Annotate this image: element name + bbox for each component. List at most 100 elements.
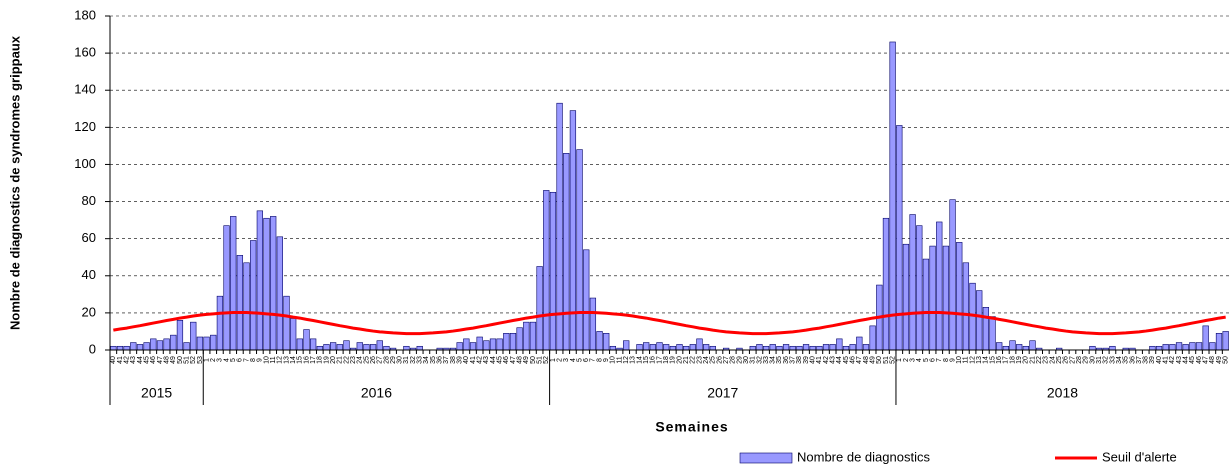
x-tick-label: 51 (183, 356, 190, 364)
x-tick-label: 37 (1136, 356, 1143, 364)
bar (1022, 345, 1029, 351)
x-tick-label: 41 (1163, 356, 1170, 364)
x-tick-label: 48 (863, 356, 870, 364)
bar (110, 345, 117, 351)
y-tick-label: 180 (74, 7, 96, 22)
x-tick-label: 12 (277, 356, 284, 364)
bar (536, 266, 543, 351)
x-tick-label: 26 (370, 356, 377, 364)
x-tick-label: 4 (916, 358, 923, 362)
y-tick-label: 40 (82, 267, 96, 282)
x-tick-label: 2 (210, 358, 217, 362)
x-tick-label: 40 (1156, 356, 1163, 364)
x-tick-label: 38 (796, 356, 803, 364)
bar (130, 342, 137, 351)
bar (1189, 342, 1196, 351)
bar (942, 245, 950, 351)
x-tick-label: 46 (150, 356, 157, 364)
x-tick-label: 27 (723, 356, 730, 364)
x-tick-label: 53 (197, 356, 204, 364)
x-tick-label: 10 (263, 356, 270, 364)
bar (589, 297, 597, 351)
bar (1162, 344, 1169, 351)
x-tick-label: 12 (623, 356, 630, 364)
bar (683, 345, 690, 351)
bar (1155, 345, 1163, 351)
x-tick-label: 3 (217, 358, 224, 362)
x-tick-label: 45 (1189, 356, 1196, 364)
x-tick-label: 14 (983, 356, 990, 364)
bar (283, 295, 290, 351)
x-tick-label: 37 (443, 356, 450, 364)
x-tick-label: 25 (710, 356, 717, 364)
x-tick-label: 24 (357, 356, 364, 364)
x-tick-label: 5 (923, 358, 930, 362)
x-tick-label: 42 (1169, 356, 1176, 364)
x-tick-label: 23 (350, 356, 357, 364)
bar (816, 345, 823, 351)
y-tick-label: 0 (89, 341, 96, 356)
bar (1089, 345, 1096, 351)
legend-label: Nombre de diagnostics (797, 449, 930, 464)
x-tick-label: 32 (410, 356, 417, 364)
bar (583, 249, 590, 351)
bar (789, 345, 796, 351)
bar (976, 290, 983, 351)
bar (163, 338, 170, 351)
x-tick-label: 25 (363, 356, 370, 364)
bar (456, 342, 463, 351)
x-tick-label: 45 (496, 356, 503, 364)
x-tick-label: 48 (163, 356, 170, 364)
bar (1109, 345, 1116, 351)
bar (483, 340, 490, 351)
bar (603, 332, 610, 351)
x-tick-label: 33 (763, 356, 770, 364)
x-tick-label: 2 (903, 358, 910, 362)
x-tick-label: 8 (943, 358, 950, 362)
x-tick-label: 33 (1109, 356, 1116, 364)
x-tick-label: 19 (670, 356, 677, 364)
bar (703, 344, 710, 351)
x-tick-label: 7 (243, 358, 250, 362)
x-tick-label: 36 (1129, 356, 1136, 364)
bar (223, 225, 230, 351)
x-tick-label: 5 (230, 358, 237, 362)
x-tick-label: 29 (1083, 356, 1090, 364)
bar (996, 342, 1003, 351)
y-tick-label: 120 (74, 119, 96, 134)
bar (529, 321, 537, 351)
x-tick-label: 44 (490, 356, 497, 364)
x-tick-label: 10 (610, 356, 617, 364)
x-tick-label: 49 (170, 356, 177, 364)
x-tick-label: 49 (523, 356, 530, 364)
x-tick-label: 1 (550, 358, 557, 362)
bar (663, 344, 670, 351)
x-tick-label: 36 (437, 356, 444, 364)
bar (336, 344, 343, 351)
bar (116, 345, 124, 351)
bar (656, 342, 663, 351)
bar (689, 344, 696, 351)
x-tick-label: 34 (1116, 356, 1123, 364)
bar (762, 345, 770, 351)
bar (1209, 342, 1216, 351)
bar (709, 345, 716, 351)
x-tick-label: 18 (1009, 356, 1016, 364)
x-tick-label: 50 (876, 356, 883, 364)
x-tick-label: 3 (909, 358, 916, 362)
x-tick-label: 46 (503, 356, 510, 364)
bar (1175, 342, 1183, 351)
bar (210, 334, 217, 351)
x-tick-label: 49 (1216, 356, 1223, 364)
bar (609, 345, 617, 351)
bar (303, 329, 310, 351)
y-tick-label: 20 (82, 304, 96, 319)
x-tick-label: 35 (430, 356, 437, 364)
bar (276, 236, 283, 351)
x-tick-label: 44 (836, 356, 843, 364)
x-tick-label: 42 (823, 356, 830, 364)
x-tick-label: 21 (1029, 356, 1036, 364)
bar (383, 345, 390, 351)
x-tick-label: 13 (630, 356, 637, 364)
bar (123, 345, 130, 351)
